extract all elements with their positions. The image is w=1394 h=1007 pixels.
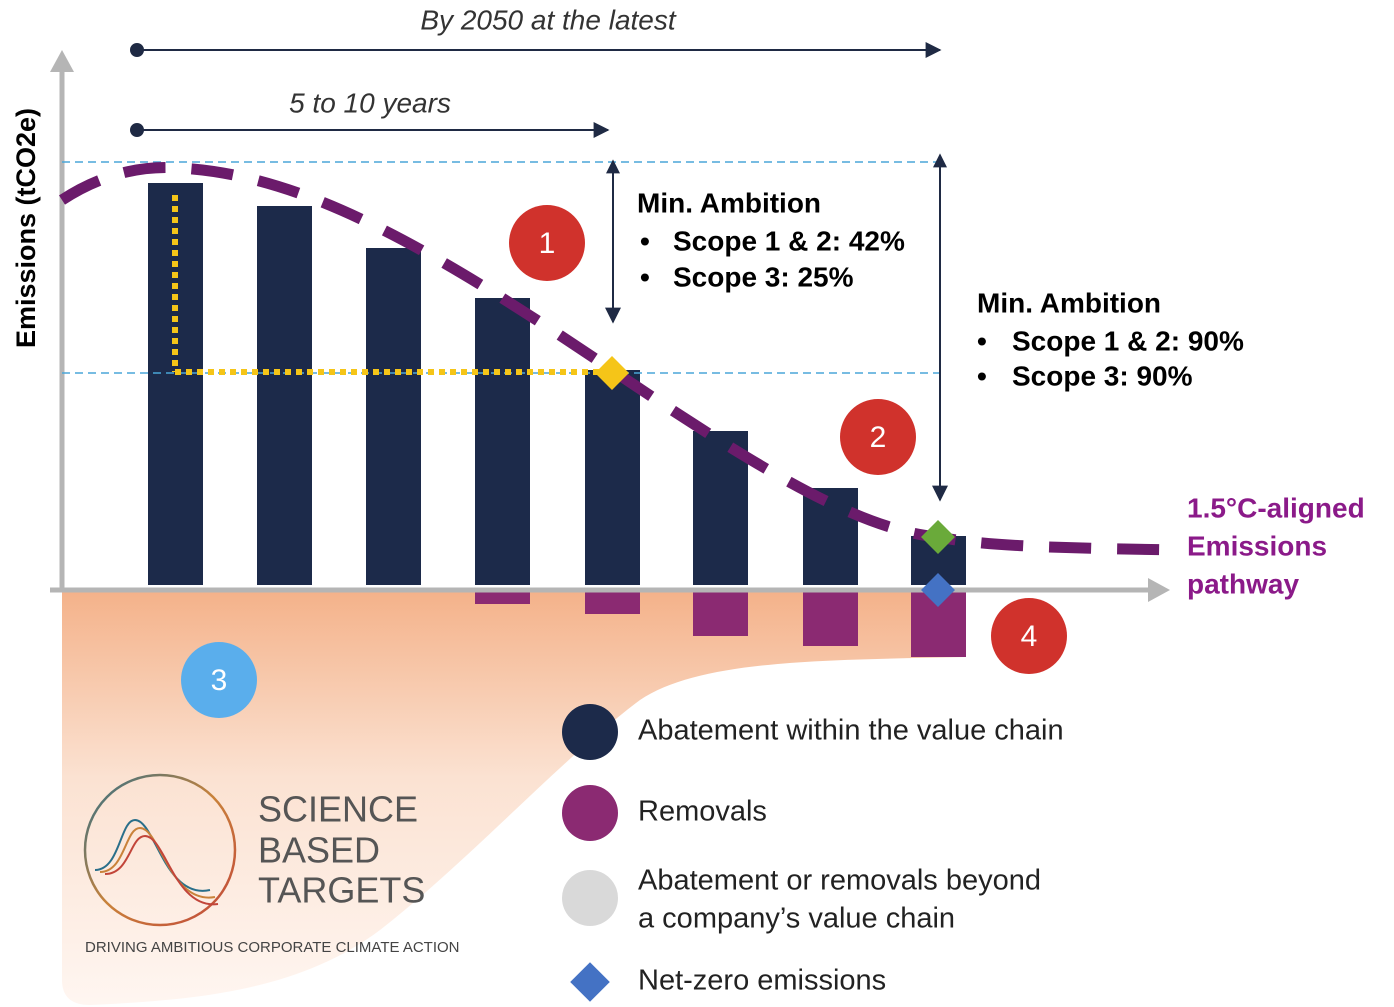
pathway-line: pathway bbox=[1187, 568, 1299, 599]
pathway-line: Emissions bbox=[1187, 530, 1327, 561]
ambition-title: Min. Ambition bbox=[977, 287, 1161, 318]
ambition-item: Scope 3: 90% bbox=[1012, 360, 1193, 391]
legend-label: Removals bbox=[638, 796, 767, 828]
ambition-item: Scope 1 & 2: 42% bbox=[673, 225, 905, 256]
diamonds bbox=[595, 356, 955, 607]
logo-text: TARGETS bbox=[258, 870, 425, 911]
beyond-area bbox=[62, 592, 966, 1005]
logo-text: SCIENCE bbox=[258, 789, 418, 830]
ambition-title: Min. Ambition bbox=[637, 187, 821, 218]
logo: SCIENCE BASED TARGETS DRIVING AMBITIOUS … bbox=[83, 773, 460, 956]
ambition-item: Scope 1 & 2: 90% bbox=[1012, 325, 1244, 356]
bullet: • bbox=[977, 325, 987, 356]
bullet: • bbox=[977, 360, 987, 391]
markers: 1 2 3 4 bbox=[181, 205, 1067, 718]
axes bbox=[50, 50, 1170, 602]
legend-label: a company’s value chain bbox=[638, 903, 955, 935]
pathway-line: 1.5°C-aligned bbox=[1187, 492, 1365, 523]
timeline-arrows bbox=[130, 42, 948, 502]
logo-tagline: DRIVING AMBITIOUS CORPORATE CLIMATE ACTI… bbox=[85, 939, 460, 956]
legend-label: Net-zero emissions bbox=[638, 965, 886, 997]
logo-text: BASED bbox=[258, 830, 380, 871]
timeline-long: By 2050 at the latest bbox=[420, 4, 677, 35]
timeline-short: 5 to 10 years bbox=[289, 87, 451, 118]
bullet: • bbox=[640, 225, 650, 256]
legend: Abatement within the value chain Removal… bbox=[562, 704, 1064, 1002]
abatement-bars bbox=[148, 183, 966, 585]
marker-number: 1 bbox=[539, 227, 556, 260]
y-axis-label: Emissions (tCO2e) bbox=[11, 108, 41, 348]
legend-label: Abatement or removals beyond bbox=[638, 865, 1041, 897]
bullet: • bbox=[640, 261, 650, 292]
removal-bars bbox=[475, 592, 966, 657]
marker-number: 2 bbox=[870, 421, 887, 454]
pathway-label: 1.5°C-aligned Emissions pathway bbox=[1187, 492, 1365, 599]
reduction-marker bbox=[172, 195, 605, 375]
legend-label: Abatement within the value chain bbox=[638, 715, 1064, 747]
marker-number: 3 bbox=[211, 664, 228, 697]
ambition-item: Scope 3: 25% bbox=[673, 261, 854, 292]
marker-number: 4 bbox=[1021, 620, 1038, 653]
